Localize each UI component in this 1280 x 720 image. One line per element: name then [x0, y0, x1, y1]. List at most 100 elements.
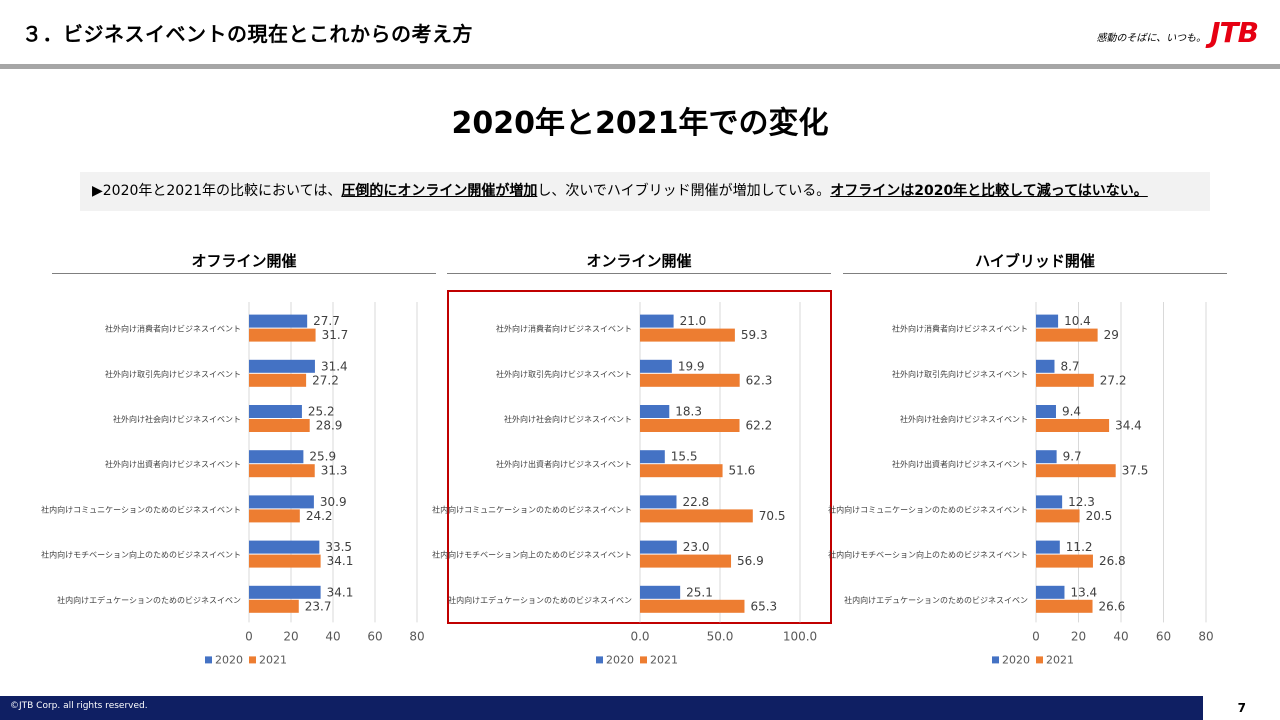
header-divider [0, 64, 1280, 69]
section-title: ３．ビジネスイベントの現在とこれからの考え方 [22, 22, 473, 46]
hybrid-category-label: 社内向けコミュニケーションのためのビジネスイベント [828, 504, 1028, 514]
online-category-label: 社外向け取引先向けビジネスイベント [496, 369, 632, 379]
online-legend-label-2020: 2020 [606, 653, 634, 666]
online-bar-2020 [640, 450, 665, 464]
online-bar-2021 [640, 509, 753, 523]
hybrid-data-label-2021: 34.4 [1115, 419, 1142, 433]
offline-data-label-2020: 27.7 [313, 314, 340, 328]
hybrid-bar-2020 [1036, 359, 1055, 373]
offline-data-label-2020: 25.2 [308, 405, 335, 419]
hybrid-bar-2021 [1036, 373, 1094, 387]
offline-data-label-2021: 24.2 [306, 509, 333, 523]
online-bar-2021 [640, 599, 745, 613]
hybrid-x-tick-label: 40 [1113, 629, 1128, 643]
offline-bar-2021 [249, 419, 310, 432]
online-category-label: 社内向けコミュニケーションのためのビジネスイベント [432, 504, 632, 514]
hybrid-bar-2021 [1036, 419, 1110, 432]
online-data-label-2021: 62.2 [746, 419, 773, 433]
hybrid-legend-swatch-2020 [992, 656, 999, 664]
online-bar-2021 [640, 419, 740, 432]
online-category-label: 社外向け消費者向けビジネスイベント [496, 324, 632, 334]
hybrid-bar-2020 [1036, 314, 1059, 328]
hybrid-data-label-2021: 27.2 [1100, 373, 1127, 387]
footer-bar: ©JTB Corp. all rights reserved. [0, 696, 1203, 720]
offline-bar-2020 [249, 585, 321, 599]
offline-bar-2021 [249, 373, 307, 387]
hybrid-bar-2021 [1036, 599, 1093, 613]
hybrid-data-label-2020: 9.7 [1063, 450, 1082, 464]
offline-data-label-2021: 31.3 [321, 464, 348, 478]
hybrid-legend-label-2020: 2020 [1002, 653, 1030, 666]
hybrid-bar-2020 [1036, 450, 1057, 464]
online-category-label: 社外向け社会向けビジネスイベント [504, 414, 632, 424]
online-data-label-2020: 21.0 [680, 314, 707, 328]
hybrid-bar-2020 [1036, 405, 1056, 418]
online-legend-label-2021: 2021 [650, 653, 678, 666]
online-category-label: 社外向け出資者向けビジネスイベント [496, 459, 632, 469]
hybrid-data-label-2021: 26.8 [1099, 554, 1126, 568]
hybrid-data-label-2021: 26.6 [1099, 599, 1126, 613]
offline-data-label-2021: 34.1 [327, 554, 354, 568]
offline-bar-2020 [249, 405, 302, 418]
online-bar-2020 [640, 495, 677, 509]
offline-category-label: 社内向けエデュケーションのためのビジネスイベン [57, 595, 241, 605]
hybrid-x-tick-label: 80 [1198, 629, 1213, 643]
copyright: ©JTB Corp. all rights reserved. [10, 701, 148, 711]
tagline: 感動のそばに、いつも。 [1096, 33, 1207, 44]
summary-middle: し、次いでハイブリッド開催が増加している。 [537, 183, 831, 199]
online-legend-swatch-2021 [640, 656, 647, 664]
hybrid-bar-2021 [1036, 554, 1093, 568]
offline-category-label: 社内向けモチベーション向上のためのビジネスイベント [41, 550, 241, 560]
online-x-tick-label: 100.0 [783, 629, 817, 643]
hybrid-bar-2020 [1036, 495, 1063, 509]
offline-bar-2020 [249, 359, 315, 373]
offline-panel-rule [52, 273, 436, 274]
online-chart: 0.0 50.0 100.0 社外向け消費者向けビジネスイベント 21.0 59.3 社外向… [432, 302, 817, 666]
hybrid-data-label-2021: 20.5 [1086, 509, 1113, 523]
offline-legend-swatch-2021 [249, 656, 256, 664]
online-data-label-2020: 22.8 [682, 495, 709, 509]
page-number: 7 [1237, 701, 1246, 715]
hybrid-category-label: 社内向けモチベーション向上のためのビジネスイベント [828, 550, 1028, 560]
offline-category-label: 社外向け取引先向けビジネスイベント [105, 369, 241, 379]
online-bar-2020 [640, 585, 681, 599]
offline-data-label-2021: 31.7 [322, 328, 349, 342]
online-highlight-box [447, 290, 832, 624]
online-bar-2021 [640, 373, 740, 387]
offline-bar-2021 [249, 599, 299, 613]
hybrid-bar-2021 [1036, 464, 1116, 478]
online-data-label-2020: 25.1 [686, 585, 713, 599]
offline-bar-2020 [249, 540, 320, 554]
offline-panel-title: オフライン開催 [191, 252, 297, 270]
offline-x-tick-label: 80 [409, 629, 424, 643]
hybrid-x-tick-label: 0 [1032, 629, 1040, 643]
offline-chart: 0 20 40 60 80 社外向け消費者向けビジネスイベント 27.731.7 社外向け取引… [41, 302, 425, 666]
jtb-logo: 感動のそばに、いつも。 JTB [1096, 16, 1259, 49]
offline-data-label-2020: 30.9 [320, 495, 347, 509]
offline-data-label-2021: 23.7 [305, 599, 332, 613]
online-bar-2020 [640, 405, 670, 418]
hybrid-data-label-2020: 8.7 [1060, 359, 1079, 373]
offline-x-tick-label: 60 [367, 629, 382, 643]
hybrid-data-label-2021: 29 [1104, 328, 1119, 342]
offline-category-label: 社外向け出資者向けビジネスイベント [105, 459, 241, 469]
offline-legend-swatch-2020 [205, 656, 212, 664]
hybrid-bar-2021 [1036, 509, 1080, 523]
online-category-label: 社内向けエデュケーションのためのビジネスイベン [448, 595, 632, 605]
hybrid-data-label-2020: 10.4 [1064, 314, 1091, 328]
hybrid-legend-swatch-2021 [1036, 656, 1043, 664]
online-data-label-2020: 15.5 [671, 450, 698, 464]
hybrid-data-label-2020: 9.4 [1062, 405, 1081, 419]
online-bar-2021 [640, 554, 732, 568]
hybrid-category-label: 社外向け社会向けビジネスイベント [900, 414, 1028, 424]
offline-data-label-2020: 31.4 [321, 359, 348, 373]
summary-emphasis-online: 圧倒的にオンライン開催が増加 [341, 183, 538, 199]
hybrid-category-label: 社外向け出資者向けビジネスイベント [892, 459, 1028, 469]
offline-data-label-2021: 28.9 [316, 419, 343, 433]
offline-category-label: 社外向け消費者向けビジネスイベント [105, 324, 241, 334]
hybrid-data-label-2020: 13.4 [1070, 585, 1097, 599]
offline-bar-2020 [249, 450, 304, 464]
online-data-label-2020: 23.0 [683, 540, 710, 554]
jtb-logo-text: JTB [1210, 16, 1259, 49]
hybrid-category-label: 社外向け消費者向けビジネスイベント [892, 324, 1028, 334]
